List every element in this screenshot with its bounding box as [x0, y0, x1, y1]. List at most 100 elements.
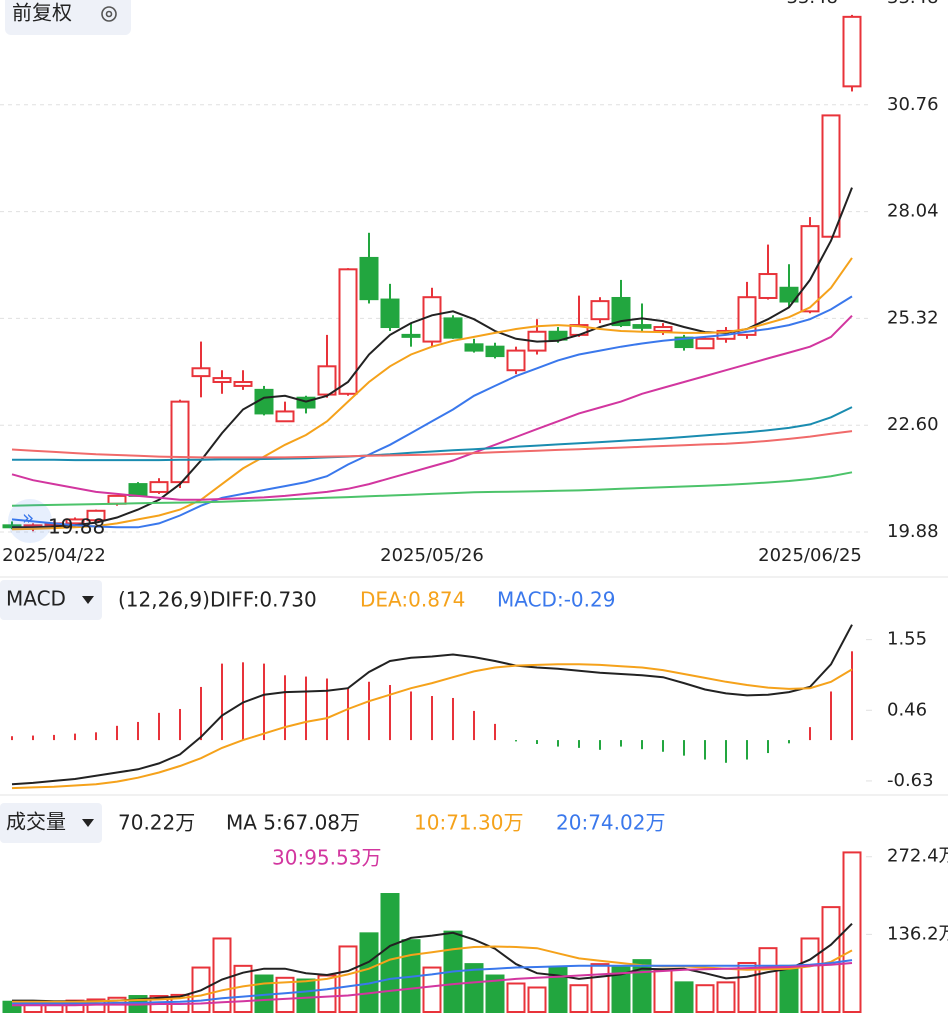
candle-body	[170, 400, 190, 484]
candle-body	[422, 296, 442, 343]
ma-line	[11, 257, 853, 531]
candle-body	[737, 296, 757, 336]
ma-line	[12, 945, 853, 1003]
volume-label: 成交量	[6, 810, 66, 834]
candle-body	[695, 337, 715, 350]
x-tick-label: 2025/04/22	[2, 545, 106, 566]
ma-line	[11, 314, 853, 501]
candle-body	[233, 381, 253, 387]
y-tick-label: 25.32	[887, 307, 939, 328]
x-tick-label: 2025/05/26	[380, 545, 484, 566]
button-bg	[5, 0, 131, 35]
y-tick-label: 22.60	[887, 414, 939, 435]
volume-bar	[653, 968, 673, 1013]
volume-bar	[716, 981, 736, 1013]
candle-body	[485, 345, 505, 358]
candle-body	[800, 225, 820, 313]
y-tick-label: 136.2万	[887, 923, 948, 944]
y-tick-label: 33.48	[887, 0, 939, 8]
volume-info: 30:95.53万	[272, 846, 381, 870]
candle-body	[275, 410, 295, 423]
volume-bar	[464, 963, 484, 1013]
volume-info: 70.22万	[118, 811, 195, 835]
macd-info: (12,26,9)DIFF:0.730	[118, 588, 317, 612]
ma-line	[12, 406, 853, 462]
volume-bar	[338, 945, 358, 1013]
ma-line	[11, 430, 853, 459]
volume-bar	[569, 984, 589, 1014]
volume-bar	[422, 966, 442, 1013]
button-bg	[0, 803, 102, 843]
volume-info: MA 5:67.08万	[226, 811, 360, 835]
dropdown-arrow	[82, 596, 94, 604]
volume-bar	[611, 966, 631, 1013]
volume-bar	[296, 978, 316, 1014]
volume-button[interactable]: 成交量	[0, 803, 102, 843]
volume-bar	[359, 932, 379, 1014]
candle-body	[107, 494, 127, 505]
candle-body	[317, 365, 337, 396]
ma-line	[12, 922, 853, 1003]
candle-body	[821, 114, 841, 238]
ma-line	[12, 187, 853, 529]
macd-info: DEA:0.874	[360, 588, 465, 612]
volume-bar	[485, 974, 505, 1013]
candle-body	[149, 481, 169, 493]
volume-bar	[527, 986, 547, 1013]
gear-icon	[101, 6, 117, 22]
candle-body	[674, 336, 694, 349]
ma-line	[12, 959, 853, 1005]
volume-bar	[275, 976, 295, 1014]
macd-button[interactable]: MACD	[0, 580, 102, 620]
volume-bar	[779, 964, 799, 1013]
ma-line	[11, 624, 853, 786]
candle-body	[506, 349, 526, 372]
candle-body	[443, 317, 463, 339]
candle-body	[653, 326, 673, 332]
volume-bar	[380, 893, 400, 1014]
candle-body	[380, 298, 400, 329]
candle-body	[401, 333, 421, 338]
candle-body	[65, 518, 85, 525]
adjust-button[interactable]: 前复权	[5, 0, 131, 35]
volume-bar	[590, 963, 610, 1013]
candle-body	[548, 330, 568, 341]
y-tick-label: 272.4万	[887, 846, 948, 867]
ma-line	[11, 471, 853, 507]
candle-body	[338, 268, 358, 395]
volume-bar	[548, 966, 568, 1013]
volume-bar	[821, 906, 841, 1013]
low-marker-halo	[8, 499, 52, 543]
candle-body	[359, 256, 379, 301]
macd-info: MACD:-0.29	[497, 588, 615, 612]
y-tick-label: 0.46	[887, 699, 927, 720]
ma-line	[11, 295, 853, 529]
ma-line	[11, 663, 853, 790]
high-label: 33.48	[786, 0, 838, 8]
candle-body	[464, 343, 484, 352]
candle-body	[632, 324, 652, 329]
candle-body	[590, 300, 610, 321]
candle-body	[212, 377, 232, 384]
candle-body	[128, 483, 148, 497]
volume-bar	[695, 984, 715, 1014]
volume-bar	[800, 937, 820, 1014]
ma-line	[12, 962, 853, 1007]
low-label: 19.88	[48, 515, 105, 539]
candle-body	[611, 296, 631, 327]
adjust-label: 前复权	[12, 1, 72, 25]
macd-label: MACD	[6, 587, 66, 611]
candle-body	[842, 15, 862, 88]
y-tick-label: 28.04	[887, 201, 939, 222]
y-tick-label: 1.55	[887, 629, 927, 650]
y-tick-label: 30.76	[887, 94, 939, 115]
volume-info: 20:74.02万	[556, 811, 665, 835]
volume-bar	[842, 851, 862, 1013]
volume-bar	[317, 974, 337, 1013]
candle-body	[758, 273, 778, 299]
button-bg	[0, 580, 102, 620]
volume-bar	[674, 981, 694, 1013]
volume-bar	[758, 947, 778, 1013]
